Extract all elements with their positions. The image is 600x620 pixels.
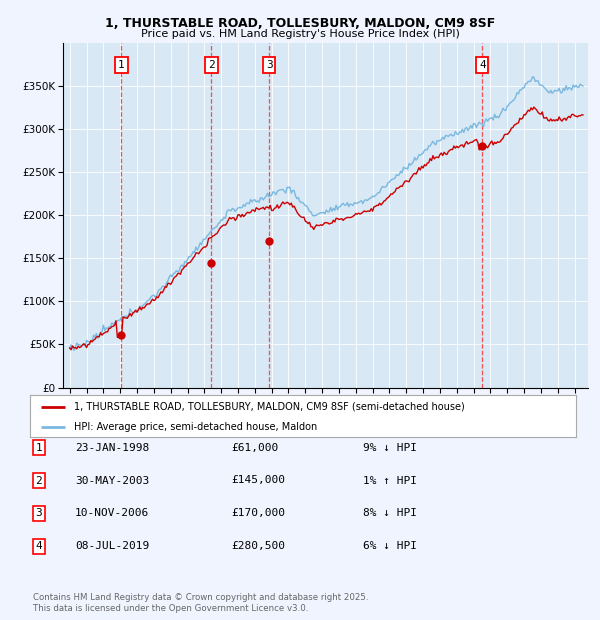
Text: 3: 3 [266,60,272,70]
Text: HPI: Average price, semi-detached house, Maldon: HPI: Average price, semi-detached house,… [74,422,317,432]
Text: £61,000: £61,000 [231,443,278,453]
Text: 2: 2 [35,476,43,485]
Text: 10-NOV-2006: 10-NOV-2006 [75,508,149,518]
Text: 08-JUL-2019: 08-JUL-2019 [75,541,149,551]
Text: Price paid vs. HM Land Registry's House Price Index (HPI): Price paid vs. HM Land Registry's House … [140,29,460,39]
Text: £170,000: £170,000 [231,508,285,518]
Text: 6% ↓ HPI: 6% ↓ HPI [363,541,417,551]
Text: Contains HM Land Registry data © Crown copyright and database right 2025.
This d: Contains HM Land Registry data © Crown c… [33,593,368,613]
Text: 30-MAY-2003: 30-MAY-2003 [75,476,149,485]
Text: 4: 4 [479,60,486,70]
Text: 1: 1 [118,60,125,70]
Text: 1, THURSTABLE ROAD, TOLLESBURY, MALDON, CM9 8SF: 1, THURSTABLE ROAD, TOLLESBURY, MALDON, … [105,17,495,30]
Text: 4: 4 [35,541,43,551]
Text: 1: 1 [35,443,43,453]
Text: 9% ↓ HPI: 9% ↓ HPI [363,443,417,453]
Text: £280,500: £280,500 [231,541,285,551]
Text: £145,000: £145,000 [231,476,285,485]
Text: 8% ↓ HPI: 8% ↓ HPI [363,508,417,518]
Text: 3: 3 [35,508,43,518]
Text: 23-JAN-1998: 23-JAN-1998 [75,443,149,453]
Text: 2: 2 [208,60,215,70]
Text: 1, THURSTABLE ROAD, TOLLESBURY, MALDON, CM9 8SF (semi-detached house): 1, THURSTABLE ROAD, TOLLESBURY, MALDON, … [74,402,464,412]
Text: 1% ↑ HPI: 1% ↑ HPI [363,476,417,485]
